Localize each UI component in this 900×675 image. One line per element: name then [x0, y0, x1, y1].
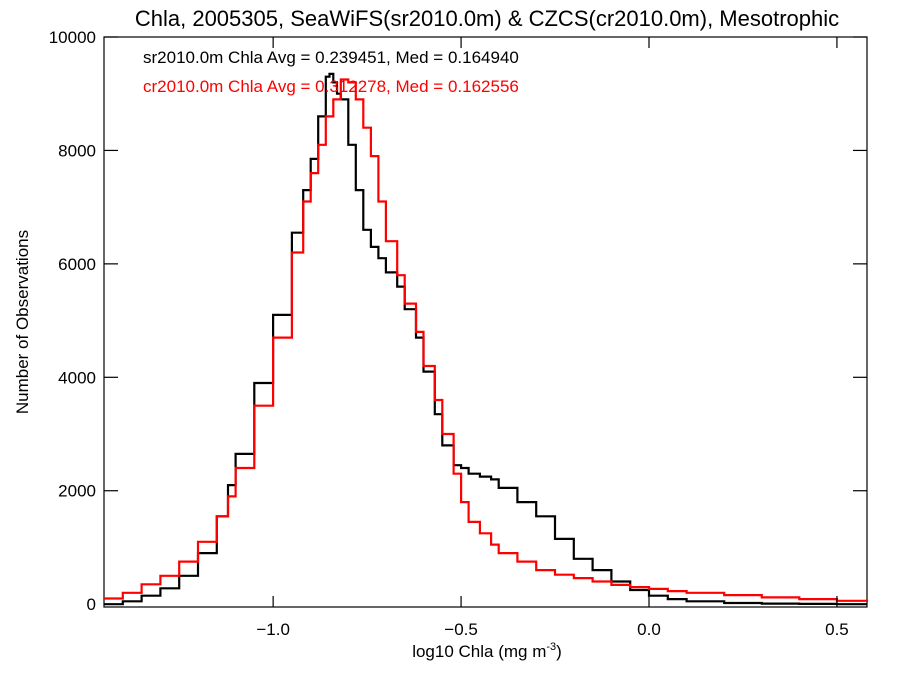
plot-frame — [103, 36, 868, 608]
series-layer — [104, 72, 869, 606]
x-tick-label: 0.0 — [637, 620, 661, 639]
annotation-sr2010: sr2010.0m Chla Avg = 0.239451, Med = 0.1… — [143, 48, 519, 67]
x-axis-label: log10 Chla (mg m-3) — [412, 641, 562, 661]
x-axis-label-main: log10 Chla (mg m — [412, 642, 546, 661]
x-axis-label-sup: -3 — [546, 641, 556, 653]
y-tick-label: 6000 — [58, 255, 96, 274]
chart-title: Chla, 2005305, SeaWiFS(sr2010.0m) & CZCS… — [135, 6, 839, 31]
y-tick-label: 4000 — [58, 368, 96, 387]
series-cr2010-line — [104, 78, 869, 602]
annotation-cr2010: cr2010.0m Chla Avg = 0.312278, Med = 0.1… — [143, 77, 519, 96]
y-tick-label: 0 — [87, 595, 96, 614]
series-sr2010-line — [104, 72, 867, 606]
y-tick-label: 8000 — [58, 141, 96, 160]
x-axis-label-end: ) — [556, 642, 562, 661]
y-axis-label: Number of Observations — [13, 230, 32, 414]
axis-layer: −1.0 −0.5 0.0 0.5 0 2000 4000 6000 8000 10000 — [49, 28, 867, 639]
y-tick-label: 10000 — [49, 28, 96, 47]
x-tick-label: 0.5 — [825, 620, 849, 639]
y-tick-label: 2000 — [58, 482, 96, 501]
x-tick-label: −0.5 — [444, 620, 478, 639]
x-tick-label: −1.0 — [256, 620, 290, 639]
